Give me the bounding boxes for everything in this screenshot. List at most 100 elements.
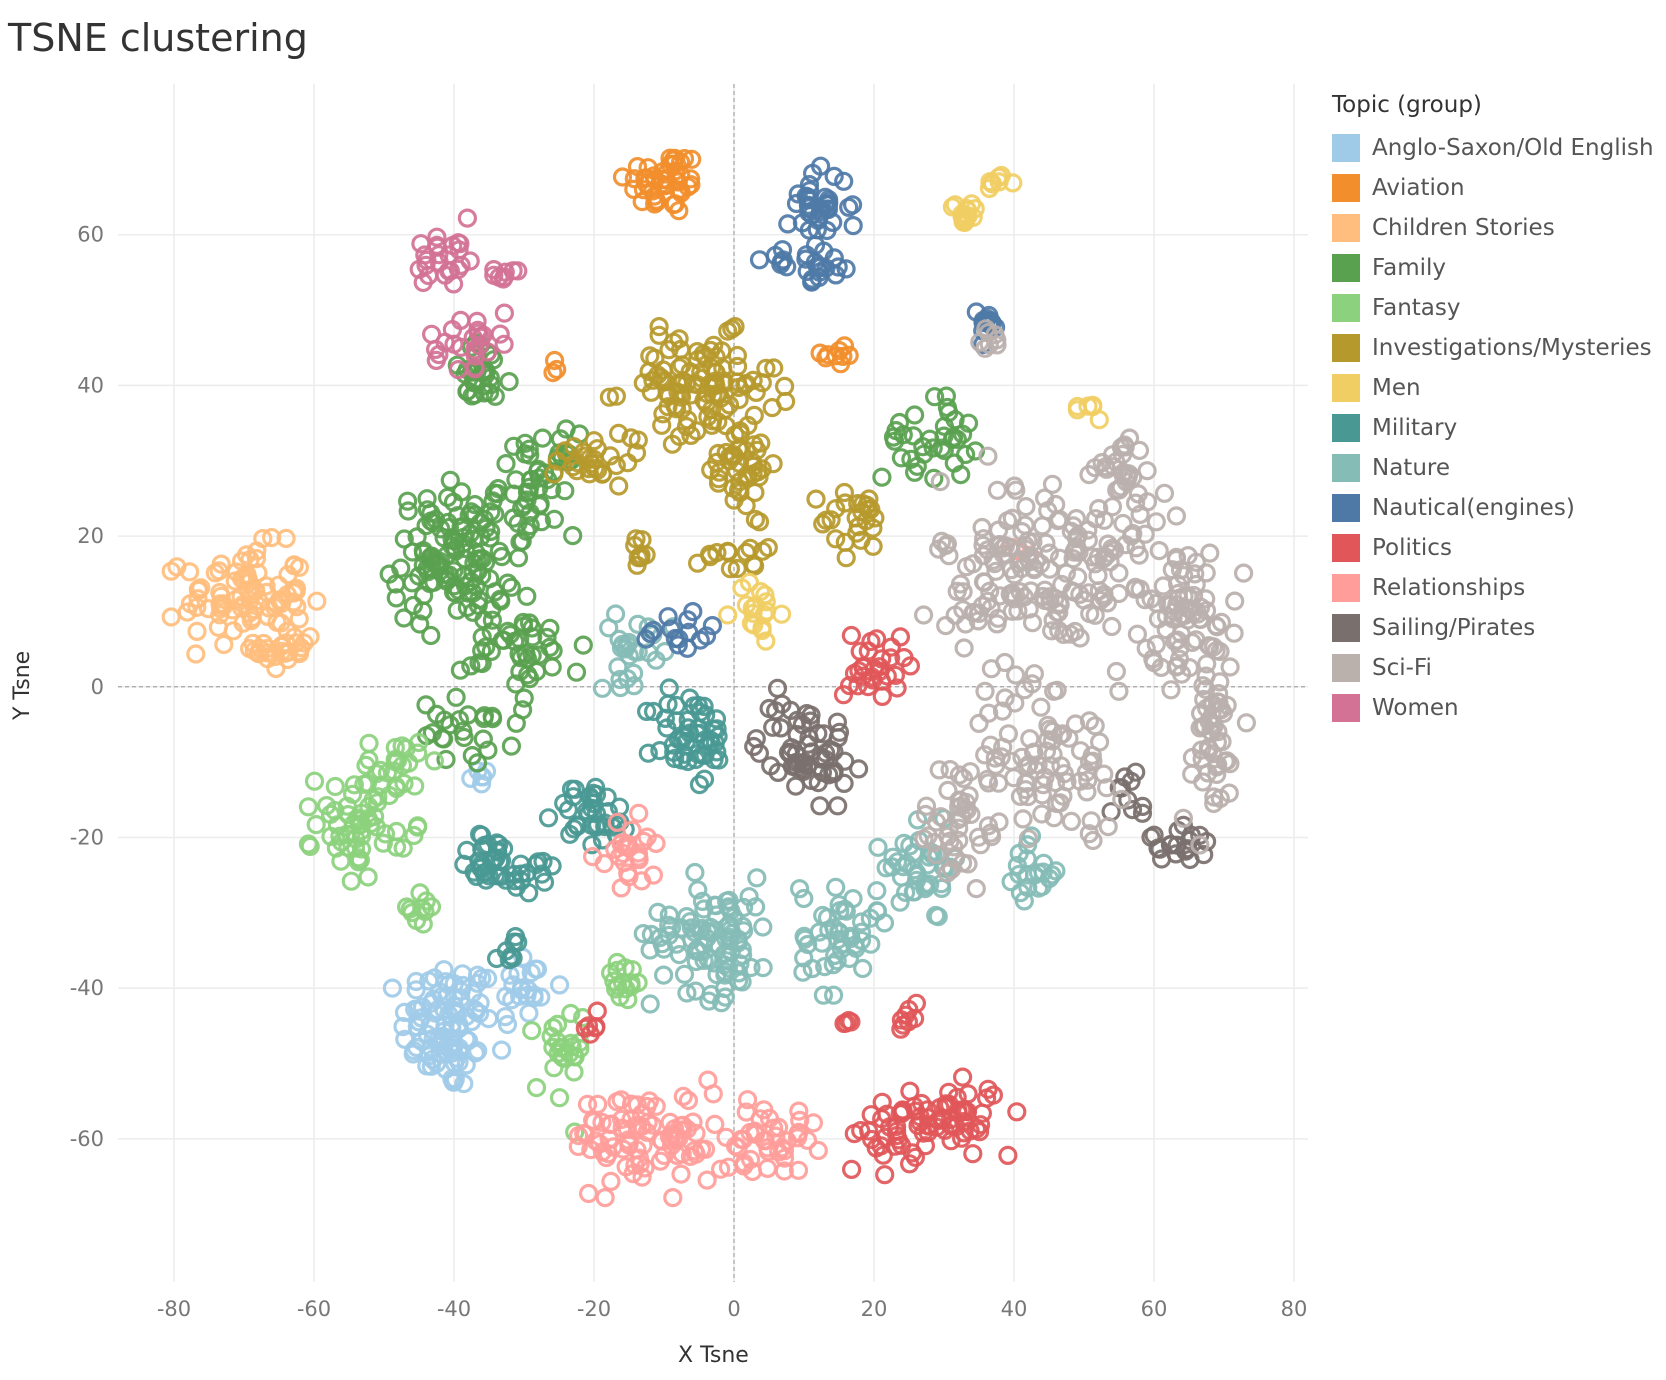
data-point <box>988 773 1009 793</box>
legend-label: Nautical(engines) <box>1372 495 1575 521</box>
data-point <box>826 529 846 549</box>
data-point <box>467 311 487 331</box>
data-point <box>585 459 605 479</box>
data-point <box>677 983 697 1003</box>
data-point <box>276 528 296 549</box>
data-point <box>470 993 490 1013</box>
legend-item[interactable]: Children Stories <box>1332 208 1654 248</box>
legend-item[interactable]: Sailing/Pirates <box>1332 608 1654 648</box>
legend-item[interactable]: Sci-Fi <box>1332 648 1654 688</box>
data-point <box>547 451 567 471</box>
data-point <box>488 842 508 862</box>
data-point <box>817 199 838 219</box>
data-point <box>632 871 652 891</box>
data-point <box>836 548 856 568</box>
data-point <box>1182 747 1203 768</box>
legend-label: Aviation <box>1372 175 1465 201</box>
data-point <box>808 1140 828 1161</box>
data-point <box>640 994 660 1014</box>
data-point <box>718 605 738 625</box>
data-point <box>937 863 957 883</box>
data-point <box>504 436 524 456</box>
data-point <box>544 464 564 484</box>
data-point <box>923 438 943 458</box>
legend-swatch <box>1332 334 1360 362</box>
data-point <box>373 833 393 853</box>
data-point <box>841 625 862 646</box>
data-point <box>1122 799 1143 820</box>
legend-item[interactable]: Fantasy <box>1332 288 1654 328</box>
data-point <box>763 454 783 474</box>
data-point <box>1209 700 1229 720</box>
data-point <box>707 452 727 472</box>
data-point <box>205 563 225 583</box>
data-point <box>1056 563 1077 583</box>
data-point <box>1022 613 1043 633</box>
legend-item[interactable]: Nature <box>1332 448 1654 488</box>
data-point <box>1044 681 1064 701</box>
data-point <box>863 518 883 538</box>
legend-item[interactable]: Aviation <box>1332 168 1654 208</box>
data-point <box>771 718 791 738</box>
data-point <box>1137 461 1157 481</box>
data-point <box>963 554 983 574</box>
data-point <box>236 545 257 565</box>
data-point <box>848 759 869 779</box>
data-point <box>672 355 692 375</box>
data-point <box>861 499 881 519</box>
data-point <box>443 1072 463 1092</box>
data-point <box>644 194 665 214</box>
data-point <box>1017 865 1038 885</box>
data-point <box>725 317 745 337</box>
data-point <box>701 733 721 753</box>
data-point <box>754 1100 774 1120</box>
data-point <box>267 612 287 632</box>
data-point <box>241 585 261 606</box>
data-point <box>448 360 468 380</box>
legend-swatch <box>1332 374 1360 402</box>
data-point <box>622 820 642 840</box>
y-tick-label: 60 <box>77 223 104 247</box>
data-point <box>824 166 844 186</box>
data-point <box>1049 620 1069 641</box>
data-point <box>745 596 765 616</box>
data-point <box>573 635 593 655</box>
data-point <box>979 703 999 723</box>
data-point <box>709 750 729 770</box>
data-point <box>454 727 474 748</box>
data-point <box>1127 624 1148 644</box>
data-point <box>810 156 831 176</box>
data-point <box>636 174 657 194</box>
data-point <box>772 1138 792 1158</box>
data-point <box>531 987 551 1007</box>
data-point <box>706 905 727 925</box>
data-point <box>444 987 464 1007</box>
legend-item[interactable]: Military <box>1332 408 1654 448</box>
y-tick-label: 0 <box>91 675 104 699</box>
data-point <box>549 975 570 995</box>
data-point <box>483 491 503 511</box>
data-point <box>901 449 921 469</box>
legend-item[interactable]: Politics <box>1332 528 1654 568</box>
data-point <box>307 591 327 611</box>
legend-item[interactable]: Relationships <box>1332 568 1654 608</box>
data-point <box>836 1013 856 1033</box>
legend-item[interactable]: Family <box>1332 248 1654 288</box>
x-tick-label: -80 <box>157 1297 191 1321</box>
data-point <box>1130 579 1150 599</box>
legend-item[interactable]: Men <box>1332 368 1654 408</box>
data-point <box>774 1161 794 1181</box>
data-point <box>825 945 845 966</box>
data-point <box>699 991 719 1011</box>
legend-item[interactable]: Nautical(engines) <box>1332 488 1654 528</box>
data-point <box>814 724 834 744</box>
legend-item[interactable]: Anglo-Saxon/Old English <box>1332 128 1654 168</box>
data-point <box>278 649 298 670</box>
legend-item[interactable]: Investigations/Mysteries <box>1332 328 1654 368</box>
data-point <box>563 525 583 546</box>
data-point <box>1141 589 1161 609</box>
data-point <box>641 382 661 402</box>
data-point <box>464 371 484 391</box>
data-point <box>561 1003 581 1024</box>
legend-item[interactable]: Women <box>1332 688 1654 728</box>
